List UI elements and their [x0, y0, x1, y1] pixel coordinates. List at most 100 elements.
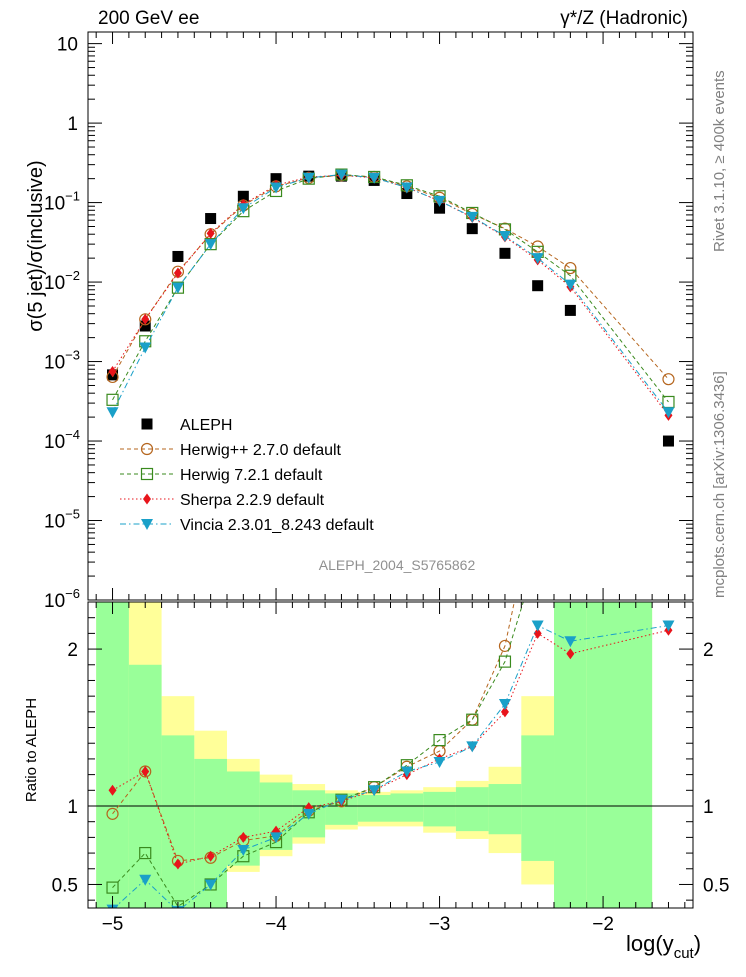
ratio-y-axis-label: Ratio to ALEPH	[23, 698, 40, 802]
ratio-uncertainty-bands	[88, 602, 693, 908]
legend-entry-label: ALEPH	[180, 417, 232, 434]
aleph-main-point	[270, 173, 282, 185]
aleph-main-point	[564, 304, 576, 316]
vincia-2-3-01-8-243-default-main-point	[662, 407, 675, 419]
band-green-bin	[390, 793, 424, 822]
sherpa-2-2-9-default-main-point	[141, 313, 150, 325]
vincia-2-3-01-8-243-default-main-point	[368, 172, 381, 184]
ratio-y-tick-label-right: 0.5	[703, 875, 729, 896]
herwig-7-2-1-default-ratio-point	[466, 713, 479, 726]
vincia-2-3-01-8-243-default-ratio-point	[302, 808, 315, 820]
x-tick-label: −2	[592, 914, 614, 935]
header-left-label: 200 GeV ee	[98, 8, 199, 29]
vincia-2-3-01-8-243-default-legend-marker	[141, 519, 153, 530]
main-y-tick-base: 10	[44, 591, 65, 612]
legend: ALEPH Herwig++ 2.7.0 default Herwig 7.2.1 …	[120, 417, 374, 534]
vincia-2-3-01-8-243-default-main-point	[466, 211, 479, 223]
aleph-main-point	[139, 320, 151, 332]
herwig-7-2-1-default-main-line	[112, 174, 669, 403]
sherpa-2-2-9-default-ratio-point	[108, 784, 117, 796]
sherpa-2-2-9-default-main-point	[173, 267, 182, 279]
herwig-2-7-0-default-ratio-point	[532, 487, 543, 498]
main-y-tick-label: 10−6	[44, 586, 80, 612]
band-green-bin	[488, 784, 522, 835]
legend-entry-label: Herwig++ 2.7.0 default	[180, 442, 342, 459]
herwig-2-7-0-default-ratio-point	[106, 807, 119, 820]
main-y-tick-label: 10−3	[44, 348, 80, 374]
herwig-7-2-1-default-legend-marker	[140, 467, 154, 481]
vincia-2-3-01-8-243-default-main-point	[564, 279, 577, 291]
analysis-id-label: ALEPH_2004_S5765862	[319, 557, 476, 573]
main-y-tick-base: 10	[44, 194, 65, 215]
main-y-tick-label: 10−2	[44, 268, 80, 294]
band-green-bin	[521, 735, 555, 861]
herwig-2-7-0-default-main-point	[564, 261, 577, 275]
band-green-bin	[128, 664, 162, 908]
main-y-tick-exponent: −6	[65, 586, 80, 601]
band-green-bin	[554, 602, 587, 908]
vincia-2-3-01-8-243-default-ratio-point	[498, 699, 511, 710]
band-green-bin	[96, 602, 129, 908]
band-green-bin	[423, 791, 456, 827]
x-tick-label: −5	[102, 914, 124, 935]
main-y-axis-label: σ(5 jet)/σ(inclusive)	[25, 160, 47, 331]
vincia-2-3-01-8-243-default-ratio-point	[204, 879, 217, 891]
sherpa-2-2-9-default-legend-marker	[143, 493, 151, 505]
aleph-main-point	[662, 435, 674, 447]
vincia-2-3-01-8-243-default-main-point	[335, 169, 348, 181]
aleph-main-point	[499, 247, 511, 259]
vincia-2-3-01-8-243-default-main-line	[112, 174, 669, 413]
x-axis-label-subscript: cut	[674, 945, 695, 962]
vincia-2-3-01-8-243-default-ratio-point	[139, 874, 152, 886]
vincia-2-3-01-8-243-default-ratio-point	[368, 785, 381, 797]
sherpa-2-2-9-default-ratio-point	[141, 765, 150, 777]
main-y-tick-exponent: −5	[65, 507, 80, 522]
aleph-main-point	[434, 202, 446, 214]
aleph-main-point	[466, 223, 478, 235]
ratio-y-tick-label: 2	[67, 640, 78, 661]
vincia-2-3-01-8-243-default-main-point	[106, 407, 119, 419]
band-green-bin	[357, 795, 391, 822]
vincia-2-3-01-8-243-default-ratio-point	[335, 794, 348, 806]
aleph-main-point	[237, 190, 249, 202]
main-y-tick-label: 10−5	[44, 507, 80, 533]
aleph-main-point	[532, 280, 544, 292]
sherpa-2-2-9-default-ratio-line	[112, 629, 669, 865]
vincia-2-3-01-8-243-default-main-point	[204, 239, 217, 251]
herwig-7-2-1-default-ratio-point	[663, 471, 674, 482]
vincia-2-3-01-8-243-default-main-point	[237, 203, 250, 215]
main-y-tick-label: 10	[57, 35, 78, 56]
ratio-y-tick-label: 1	[67, 797, 78, 818]
legend-entry-label: Herwig 7.2.1 default	[180, 467, 323, 484]
main-series-group	[106, 168, 675, 447]
ratio-series-group	[106, 471, 675, 908]
rivet-version-label: Rivet 3.1.10, ≥ 400k events	[711, 70, 728, 252]
aleph-main-point	[401, 188, 413, 200]
header-right-label: γ*/Z (Hadronic)	[560, 8, 688, 29]
band-green-bin	[161, 735, 195, 908]
sherpa-2-2-9-default-main-point	[108, 365, 117, 377]
vincia-2-3-01-8-243-default-main-point	[400, 182, 413, 194]
sherpa-2-2-9-default-ratio-point	[173, 858, 182, 870]
vincia-2-3-01-8-243-default-ratio-point	[466, 741, 479, 753]
vincia-2-3-01-8-243-default-main-point	[171, 282, 184, 294]
main-y-tick-exponent: −1	[65, 189, 80, 204]
herwig-2-7-0-default-main-point	[662, 373, 675, 386]
ratio-y-tick-label-right: 1	[703, 797, 714, 818]
sherpa-2-2-9-default-ratio-point	[206, 850, 215, 862]
sherpa-2-2-9-default-ratio-point	[500, 706, 509, 718]
legend-entry-label: Vincia 2.3.01_8.243 default	[180, 517, 374, 534]
vincia-2-3-01-8-243-default-ratio-point	[564, 636, 577, 648]
vincia-2-3-01-8-243-default-main-point	[498, 230, 511, 242]
vincia-2-3-01-8-243-default-main-point	[270, 182, 283, 194]
main-y-tick-base: 10	[44, 273, 65, 294]
herwig-7-2-1-default-ratio-point	[433, 733, 446, 747]
herwig-7-2-1-default-main-point	[106, 393, 119, 406]
vincia-2-3-01-8-243-default-ratio-line	[113, 624, 669, 908]
vincia-2-3-01-8-243-default-ratio-point	[400, 766, 413, 778]
main-y-tick-base: 10	[44, 512, 65, 533]
band-green-bin	[455, 787, 489, 832]
main-y-tick-label: 10−1	[44, 189, 80, 215]
